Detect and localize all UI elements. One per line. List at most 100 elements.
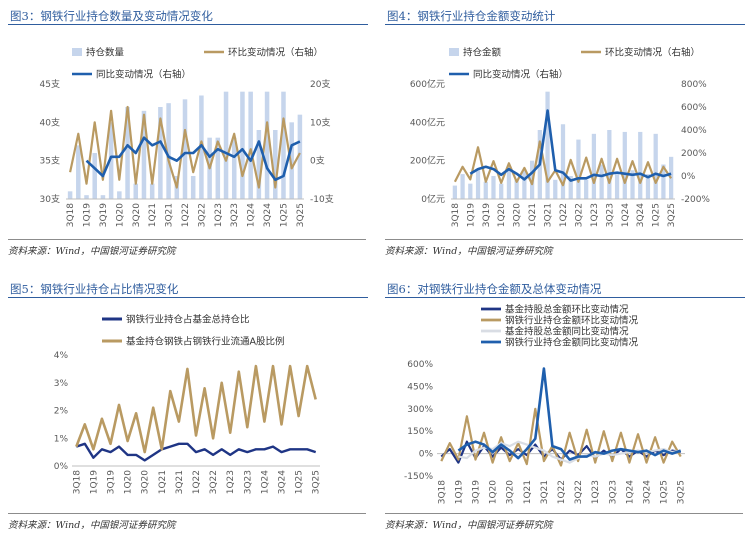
y-axis-tick: 1% bbox=[54, 434, 69, 444]
x-tick-label: 3Q24 bbox=[278, 470, 288, 495]
x-tick-label: 3Q24 bbox=[643, 480, 653, 505]
x-tick-label: 1Q25 bbox=[295, 470, 305, 494]
bar bbox=[215, 137, 221, 199]
x-tick-label: 1Q19 bbox=[83, 203, 93, 228]
bar bbox=[133, 183, 139, 199]
x-tick-label: 1Q25 bbox=[652, 203, 662, 227]
source-note: 资料来源：Wind，中国银河证券研究院 bbox=[385, 239, 743, 257]
x-tick-label: 3Q23 bbox=[605, 203, 615, 227]
legend-label: 同比变动情况（右轴） bbox=[96, 69, 191, 81]
bar bbox=[84, 195, 89, 199]
x-tick-label: 1Q23 bbox=[590, 203, 600, 227]
x-tick-label: 1Q25 bbox=[660, 480, 670, 504]
bar bbox=[100, 195, 106, 199]
bar bbox=[614, 174, 620, 199]
bar bbox=[67, 191, 73, 199]
chart-fig3: 30支 35支 40支 45支 -10支 0支 10支 20支 3Q18 1Q19 3Q19 1Q20… bbox=[40, 47, 334, 228]
x-tick-label: 3Q19 bbox=[482, 203, 492, 228]
chart-title: 图5：钢铁行业持仓占比情况变化 bbox=[8, 281, 368, 298]
x-tick-label: 3Q25 bbox=[667, 203, 677, 227]
x-tick-label: 3Q25 bbox=[677, 480, 687, 504]
bar bbox=[92, 153, 97, 199]
x-tick-label: 3Q22 bbox=[197, 203, 207, 227]
left-axis-tick: 30支 bbox=[40, 193, 60, 205]
bar bbox=[591, 133, 597, 199]
x-tick-label: 1Q21 bbox=[148, 203, 158, 227]
chart-fig6: -150% 0% 150% 300% 450% 600% 3Q18 1Q19 3Q19 1Q20 3… bbox=[404, 304, 687, 505]
x-tick-label: 1Q22 bbox=[181, 203, 191, 227]
x-tick-label: 1Q19 bbox=[454, 480, 464, 505]
bar bbox=[607, 130, 612, 199]
bar bbox=[297, 114, 303, 199]
x-tick-label: 1Q20 bbox=[497, 203, 507, 228]
x-tick-label: 1Q19 bbox=[466, 203, 476, 228]
bar bbox=[483, 181, 488, 199]
chart-title: 图6：对钢铁行业持仓金额及总体变动情况 bbox=[385, 281, 745, 298]
y-axis-tick: 3% bbox=[54, 379, 69, 389]
x-tick-label: 1Q24 bbox=[625, 480, 635, 505]
bar bbox=[545, 91, 550, 199]
x-tick-label: 3Q20 bbox=[506, 480, 516, 505]
bar bbox=[273, 130, 278, 199]
series-line bbox=[469, 109, 672, 182]
y-axis-tick: 0% bbox=[419, 450, 434, 460]
x-tick-label: 1Q24 bbox=[247, 203, 257, 228]
x-tick-label: 3Q18 bbox=[66, 203, 76, 228]
x-tick-label: 1Q23 bbox=[226, 470, 236, 494]
chart-title: 图3：钢铁行业持仓数量及变动情况变化 bbox=[8, 8, 368, 25]
chart-panel-fig6: 图6：对钢铁行业持仓金额及总体变动情况 -150% 0% 150% 300% 450% 6… bbox=[385, 281, 745, 533]
bar bbox=[256, 130, 262, 199]
bar bbox=[108, 122, 114, 199]
bar bbox=[638, 131, 643, 199]
bar bbox=[452, 185, 457, 199]
bar bbox=[166, 103, 171, 199]
bar bbox=[190, 176, 196, 199]
right-axis-tick: 10支 bbox=[310, 116, 330, 128]
bar bbox=[553, 179, 558, 199]
x-tick-label: 3Q21 bbox=[175, 470, 185, 494]
x-tick-label: 3Q23 bbox=[230, 203, 240, 227]
x-tick-label: 1Q21 bbox=[158, 470, 168, 494]
chart-panel-fig3: 图3：钢铁行业持仓数量及变动情况变化 30支 35支 40支 45支 -10支 0支 10支… bbox=[8, 8, 368, 260]
bar bbox=[522, 170, 527, 199]
x-tick-label: 1Q21 bbox=[528, 203, 538, 227]
chart-fig5: 0% 1% 2% 3% 4% 3Q18 1Q19 3Q19 1Q20 3Q20 1Q21 3Q21 1Q… bbox=[54, 314, 322, 495]
bar bbox=[460, 174, 465, 199]
bar bbox=[514, 179, 519, 199]
right-axis-tick: 20支 bbox=[310, 78, 330, 90]
legend-label: 环比变动情况（右轴） bbox=[228, 47, 323, 59]
x-tick-label: 3Q19 bbox=[99, 203, 109, 228]
left-axis-tick: 600亿元 bbox=[410, 78, 445, 90]
bar bbox=[76, 145, 81, 199]
legend-label: 持仓金额 bbox=[463, 47, 502, 59]
x-tick-label: 1Q25 bbox=[279, 203, 289, 227]
y-axis-tick: 150% bbox=[407, 427, 433, 437]
x-tick-label: 1Q21 bbox=[523, 480, 533, 504]
bar bbox=[622, 131, 627, 199]
y-axis-tick: 450% bbox=[407, 382, 433, 392]
bar bbox=[231, 137, 237, 199]
bar bbox=[117, 191, 122, 199]
bar bbox=[499, 183, 504, 199]
bar bbox=[653, 133, 658, 199]
x-tick-label: 3Q18 bbox=[451, 203, 461, 228]
right-axis-tick: 200% bbox=[681, 149, 707, 159]
bar bbox=[223, 91, 229, 199]
chart-panel-fig5: 图5：钢铁行业持仓占比情况变化 0% 1% 2% 3% 4% 3Q18 1Q19 3Q19 1Q… bbox=[8, 281, 368, 533]
chart-fig4: 0亿元 200亿元 400亿元 600亿元 -200% 0% 200% 400% 600% 800… bbox=[410, 47, 711, 228]
x-tick-label: 1Q20 bbox=[489, 480, 499, 505]
legend-label: 钢铁行业持仓金额同比变动情况 bbox=[505, 337, 639, 349]
bar bbox=[125, 107, 130, 199]
bar bbox=[281, 91, 286, 199]
legend-swatch bbox=[72, 48, 82, 56]
bar bbox=[149, 183, 155, 199]
series-line bbox=[85, 136, 301, 182]
left-axis-tick: 400亿元 bbox=[410, 116, 445, 128]
x-tick-label: 3Q24 bbox=[263, 203, 273, 228]
source-note: 资料来源：Wind，中国银河证券研究院 bbox=[8, 239, 366, 257]
left-axis-tick: 35支 bbox=[40, 155, 60, 167]
x-tick-label: 1Q20 bbox=[124, 470, 134, 495]
series-line bbox=[440, 407, 682, 467]
bar bbox=[248, 91, 253, 199]
bar bbox=[491, 176, 496, 199]
